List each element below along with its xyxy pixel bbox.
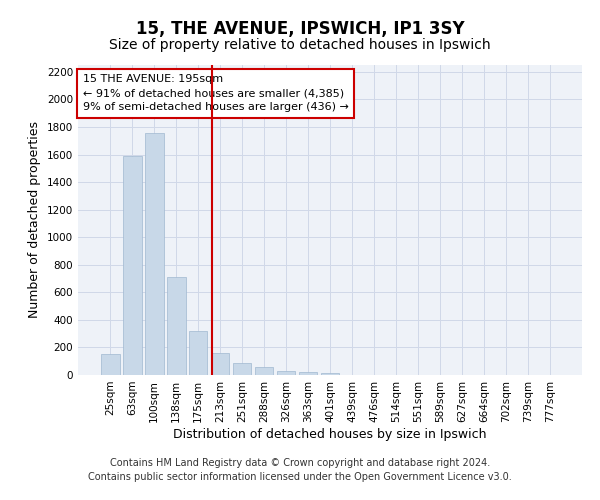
Bar xyxy=(233,362,251,375)
X-axis label: Distribution of detached houses by size in Ipswich: Distribution of detached houses by size … xyxy=(173,428,487,440)
Bar xyxy=(167,277,185,375)
Text: 15 THE AVENUE: 195sqm
← 91% of detached houses are smaller (4,385)
9% of semi-de: 15 THE AVENUE: 195sqm ← 91% of detached … xyxy=(83,74,349,112)
Bar xyxy=(255,368,274,375)
Text: Size of property relative to detached houses in Ipswich: Size of property relative to detached ho… xyxy=(109,38,491,52)
Bar xyxy=(189,331,208,375)
Bar xyxy=(277,371,295,375)
Text: Contains public sector information licensed under the Open Government Licence v3: Contains public sector information licen… xyxy=(88,472,512,482)
Y-axis label: Number of detached properties: Number of detached properties xyxy=(28,122,41,318)
Bar xyxy=(145,133,164,375)
Text: 15, THE AVENUE, IPSWICH, IP1 3SY: 15, THE AVENUE, IPSWICH, IP1 3SY xyxy=(136,20,464,38)
Bar xyxy=(299,372,317,375)
Bar xyxy=(320,373,340,375)
Bar xyxy=(101,354,119,375)
Bar xyxy=(211,353,229,375)
Text: Contains HM Land Registry data © Crown copyright and database right 2024.: Contains HM Land Registry data © Crown c… xyxy=(110,458,490,468)
Bar xyxy=(123,156,142,375)
